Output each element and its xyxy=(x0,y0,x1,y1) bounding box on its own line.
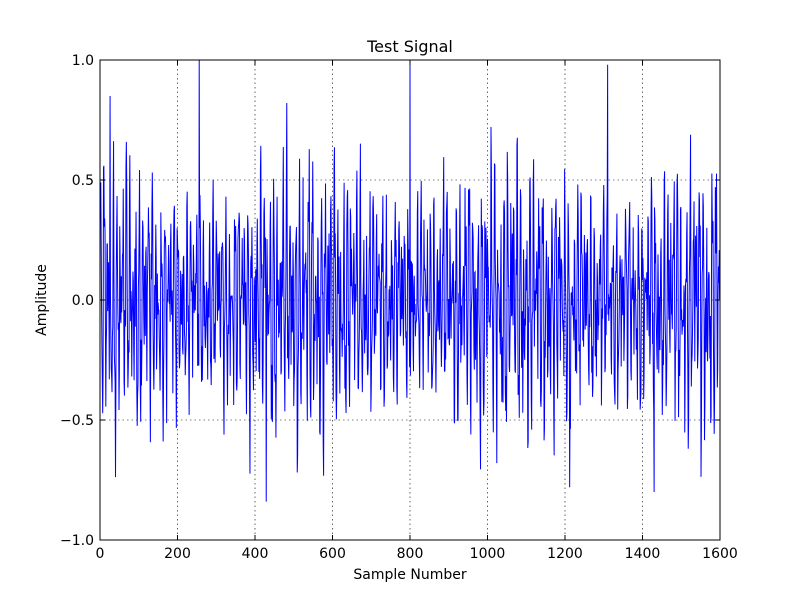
series-layer xyxy=(99,59,721,502)
ticks-layer: 0 200 400 600 800 1000 1200 1400 1600 −1.0 −0.5 0.0… xyxy=(60,53,738,562)
y-tick-label: 1.0 xyxy=(72,53,94,69)
x-tick-label: 1400 xyxy=(625,546,661,562)
x-tick-label: 1000 xyxy=(470,546,506,562)
x-tick-label: 1200 xyxy=(547,546,583,562)
x-tick-label: 600 xyxy=(319,546,346,562)
x-axis-label: Sample Number xyxy=(353,567,466,583)
y-tick-label: −0.5 xyxy=(60,413,94,429)
x-tick-label: 1600 xyxy=(702,546,738,562)
signal-line xyxy=(99,59,721,502)
x-tick-label: 400 xyxy=(242,546,269,562)
x-tick-label: 200 xyxy=(164,546,191,562)
y-axis-label: Amplitude xyxy=(34,264,50,336)
y-tick-label: 0.5 xyxy=(72,173,94,189)
x-tick-label: 800 xyxy=(397,546,424,562)
y-tick-label: −1.0 xyxy=(60,533,94,549)
chart-title: Test Signal xyxy=(366,37,453,56)
y-tick-label: 0.0 xyxy=(72,293,94,309)
x-tick-label: 0 xyxy=(96,546,105,562)
